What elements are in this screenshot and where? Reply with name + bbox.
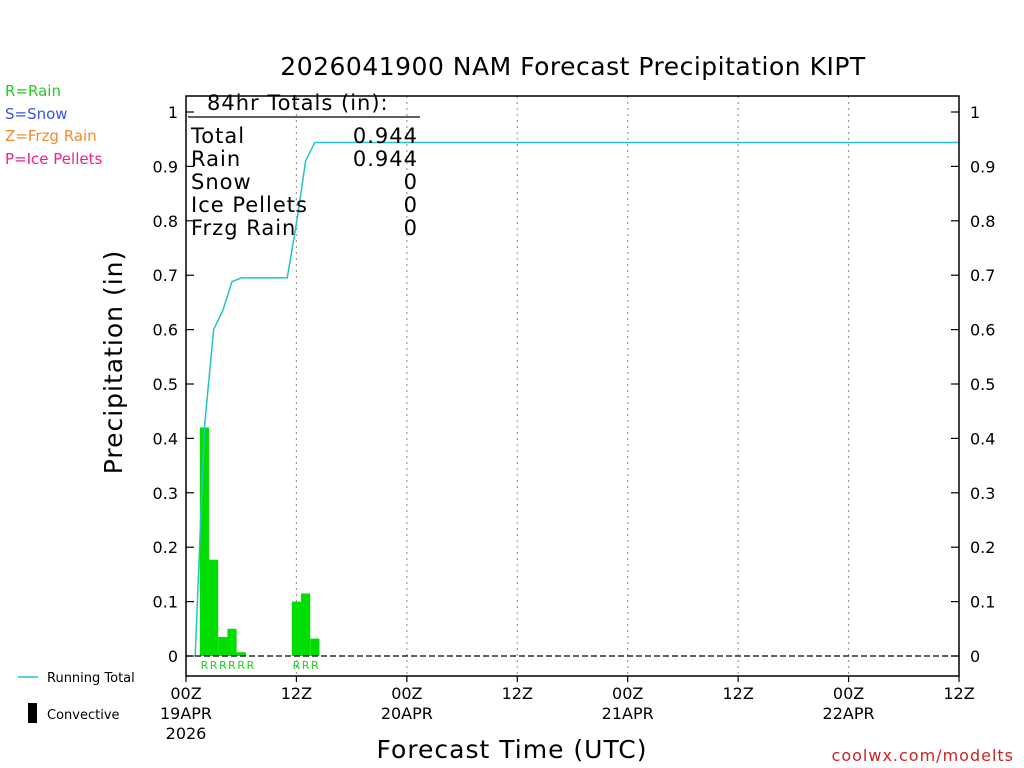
- totals-rows: Total 0.944 Rain 0.944 Snow 0 Ice Pellets 0 Frzg…: [190, 124, 418, 240]
- rain-bar-7: [301, 593, 311, 656]
- credit-link[interactable]: coolwx.com/modelts: [832, 746, 1014, 765]
- ptype-marker-2: R: [219, 659, 227, 672]
- ytick-label-right-7: 0.7: [970, 266, 995, 285]
- xtick-label-7: 12Z: [943, 684, 974, 703]
- ptype-marker-5: R: [247, 659, 255, 672]
- totals-label-0: Total: [190, 124, 245, 148]
- totals-label-3: Ice Pellets: [191, 193, 308, 217]
- ytick-label-left-8: 0.8: [153, 212, 178, 231]
- ytick-label-left-9: 0.9: [153, 157, 178, 176]
- ytick-label-left-6: 0.6: [153, 321, 178, 340]
- ytick-label-right-5: 0.5: [970, 375, 995, 394]
- legend-ice-pellets: P=Ice Pellets: [5, 150, 102, 168]
- ytick-label-left-10: 1: [168, 103, 178, 122]
- plot-frame: [185, 95, 960, 677]
- totals-label-4: Frzg Rain: [191, 216, 296, 240]
- ytick-label-left-3: 0.3: [153, 484, 178, 503]
- totals-label-2: Snow: [191, 170, 252, 194]
- ytick-label-right-2: 0.2: [970, 538, 995, 557]
- totals-value-2: 0: [404, 170, 418, 194]
- xtick-label-3: 12Z: [502, 684, 533, 703]
- y-axis-label: Precipitation (in): [99, 250, 128, 475]
- ytick-label-right-10: 1: [970, 103, 980, 122]
- xtick-label-6: 00Z: [833, 684, 864, 703]
- rain-bar-8: [310, 638, 320, 656]
- totals-label-1: Rain: [191, 147, 241, 171]
- ytick-label-right-6: 0.6: [970, 321, 995, 340]
- xtick-label-1: 12Z: [281, 684, 312, 703]
- ytick-label-left-0: 0: [168, 647, 178, 666]
- totals-title: 84hr Totals (in):: [207, 91, 389, 115]
- xtick-label-5: 12Z: [722, 684, 753, 703]
- ytick-label-right-1: 0.1: [970, 593, 995, 612]
- xtick-date-6: 22APR: [823, 704, 875, 723]
- ptype-marker-7: R: [302, 659, 310, 672]
- legend-snow: S=Snow: [5, 105, 68, 123]
- ptype-marker-1: R: [210, 659, 218, 672]
- ticks-layer: 0 00.1 0.10.2 0.20.3 0.30.4 0.40.5 0.50.6 0.60.…: [153, 103, 996, 743]
- x-axis-label: Forecast Time (UTC): [377, 735, 648, 764]
- ytick-label-right-8: 0.8: [970, 212, 995, 231]
- running-total-line: [194, 141, 959, 657]
- ytick-label-right-9: 0.9: [970, 157, 995, 176]
- totals-value-4: 0: [404, 216, 418, 240]
- ytick-label-left-4: 0.4: [153, 429, 178, 448]
- rain-bar-0: [199, 427, 210, 656]
- ytick-label-right-0: 0: [970, 647, 980, 666]
- xtick-label-0: 00Z: [170, 684, 201, 703]
- totals-value-1: 0.944: [353, 147, 418, 171]
- ptype-marker-4: R: [237, 659, 245, 672]
- ytick-label-right-4: 0.4: [970, 429, 995, 448]
- ptype-marker-6: R: [293, 659, 301, 672]
- xtick-date-0: 19APR: [160, 704, 212, 723]
- ytick-label-left-5: 0.5: [153, 375, 178, 394]
- rain-bar-2: [218, 636, 228, 656]
- bottom-legend: Running Total Convective: [18, 671, 135, 723]
- rain-bar-4: [236, 652, 246, 656]
- xtick-year-0: 2026: [166, 724, 207, 743]
- chart-title: 2026041900 NAM Forecast Precipitation KI…: [280, 52, 866, 81]
- ytick-label-left-2: 0.2: [153, 538, 178, 557]
- ptype-legend: R=Rain S=Snow Z=Frzg Rain P=Ice Pellets: [5, 82, 102, 168]
- xtick-date-4: 21APR: [602, 704, 654, 723]
- rain-bar-3: [227, 628, 237, 656]
- legend-rain: R=Rain: [5, 82, 61, 100]
- totals-value-3: 0: [404, 193, 418, 217]
- totals-box: 84hr Totals (in): Total 0.944 Rain 0.944 Sno…: [188, 91, 420, 240]
- convective-swatch: [28, 703, 37, 723]
- convective-label: Convective: [47, 708, 120, 723]
- rain-bar-6: [291, 601, 302, 656]
- axes-layer: [185, 95, 960, 677]
- rain-bar-1: [209, 559, 219, 656]
- ptype-marker-8: R: [311, 659, 319, 672]
- ytick-label-left-7: 0.7: [153, 266, 178, 285]
- grid-layer: [295, 96, 850, 676]
- line-layer: [194, 141, 959, 657]
- xtick-label-2: 00Z: [391, 684, 422, 703]
- ytick-label-right-3: 0.3: [970, 484, 995, 503]
- totals-value-0: 0.944: [353, 124, 418, 148]
- running-total-label: Running Total: [47, 671, 135, 686]
- ptype-marker-3: R: [228, 659, 236, 672]
- ytick-label-left-1: 0.1: [153, 593, 178, 612]
- ptype-marker-0: R: [201, 659, 209, 672]
- xtick-date-2: 20APR: [381, 704, 433, 723]
- xtick-label-4: 00Z: [612, 684, 643, 703]
- legend-frzg-rain: Z=Frzg Rain: [5, 127, 97, 145]
